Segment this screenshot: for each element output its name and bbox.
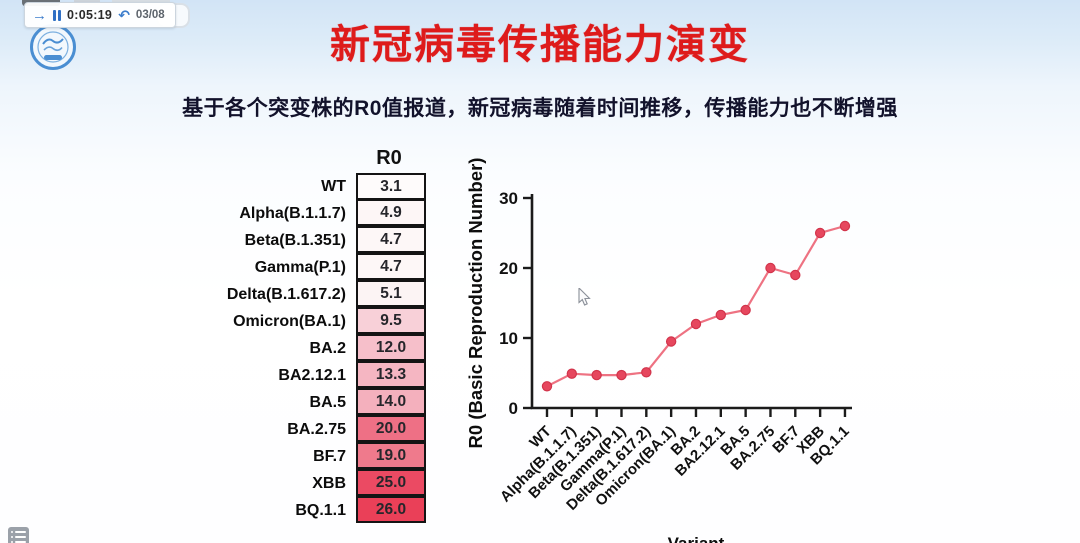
r0-value-cell: 19.0 (356, 442, 426, 469)
variant-label: Omicron(BA.1) (233, 312, 346, 330)
data-point-marker (566, 368, 578, 379)
data-point-marker (839, 220, 851, 232)
r0-value-cell: 14.0 (356, 388, 426, 415)
seek-forward-icon[interactable]: → (32, 6, 47, 24)
variant-label: BA.5 (309, 393, 346, 411)
organization-seal-logo (30, 24, 76, 70)
r0-table-row: Gamma(P.1) 4.7 (150, 253, 426, 282)
data-point-marker (591, 369, 602, 381)
r0-table-row: BQ.1.1 26.0 (150, 496, 426, 525)
undo-back-icon[interactable]: ↶ (118, 7, 130, 23)
r0-series-line (546, 224, 846, 388)
slide-title: 新冠病毒传播能力演变 (330, 23, 750, 67)
r0-line-chart: 0 10 20 30 WT Alpha(B.1.1.7) Beta(B.1.351) Gamm… (460, 150, 880, 543)
data-point-marker (790, 269, 801, 281)
data-point-marker (641, 367, 652, 378)
r0-table: R0 WT 3.1 Alpha(B.1.1.7) 4.9 Beta(B.1.351) 4.… (150, 146, 426, 525)
r0-table-row: Alpha(B.1.1.7) 4.9 (150, 199, 426, 228)
r0-value-cell: 26.0 (356, 496, 426, 523)
r0-table-header: R0 (376, 147, 402, 169)
r0-value-cell: 4.7 (356, 226, 426, 253)
variant-label: Alpha(B.1.1.7) (239, 204, 346, 222)
data-point-marker (616, 369, 627, 381)
r0-value-cell: 4.7 (356, 253, 426, 280)
playback-time: 0:05:19 (67, 8, 113, 22)
variant-label: Beta(B.1.351) (244, 231, 346, 249)
y-tick-label: 30 (499, 189, 518, 208)
y-tick-label: 10 (499, 329, 518, 348)
r0-table-row: BA2.12.1 13.3 (150, 361, 426, 390)
variant-label: BA.2 (309, 339, 346, 357)
video-player-controls: → 0:05:19 ↶ 03/08 (24, 2, 176, 28)
variant-label: BF.7 (313, 447, 346, 465)
data-point-marker (665, 336, 677, 347)
pause-icon[interactable] (53, 9, 61, 21)
r0-value-cell: 5.1 (356, 280, 426, 307)
r0-value-cell: 13.3 (356, 361, 426, 388)
variant-label: BQ.1.1 (295, 501, 346, 519)
data-point-marker (765, 262, 776, 274)
notes-list-icon[interactable] (8, 527, 29, 543)
variant-label: WT (321, 177, 346, 195)
r0-table-row: BA.2.75 20.0 (150, 415, 426, 444)
page-counter: 03/08 (135, 9, 165, 21)
variant-label: Delta(B.1.617.2) (226, 285, 346, 303)
variant-label: BA2.12.1 (278, 366, 346, 384)
data-point-marker (541, 381, 553, 392)
data-point-marker (690, 318, 702, 330)
data-point-marker (740, 304, 751, 316)
variant-label: Gamma(P.1) (254, 258, 346, 276)
r0-value-cell: 3.1 (356, 173, 426, 200)
r0-value-cell: 25.0 (356, 469, 426, 496)
data-point-marker (814, 227, 826, 239)
r0-value-cell: 12.0 (356, 334, 426, 361)
r0-table-row: BA.5 14.0 (150, 388, 426, 417)
r0-value-cell: 20.0 (356, 415, 426, 442)
r0-table-row: BA.2 12.0 (150, 334, 426, 363)
variant-label: BA.2.75 (287, 420, 346, 438)
r0-table-row: Delta(B.1.617.2) 5.1 (150, 280, 426, 309)
r0-table-row: XBB 25.0 (150, 469, 426, 498)
y-tick-label: 20 (499, 259, 518, 278)
y-axis-title: R0 (Basic Reproduction Number) (465, 158, 486, 449)
r0-table-row: BF.7 19.0 (150, 442, 426, 471)
r0-value-cell: 9.5 (356, 307, 426, 334)
y-tick-label: 0 (509, 399, 518, 418)
mouse-cursor (578, 286, 592, 306)
x-axis-title: Variant (668, 534, 725, 543)
r0-table-row: WT 3.1 (150, 172, 426, 201)
variant-label: XBB (312, 474, 346, 492)
r0-table-row: Omicron(BA.1) 9.5 (150, 307, 426, 336)
r0-value-cell: 4.9 (356, 199, 426, 226)
r0-table-row: Beta(B.1.351) 4.7 (150, 226, 426, 255)
data-point-marker (715, 309, 727, 321)
slide-subtitle: 基于各个突变株的R0值报道，新冠病毒随着时间推移，传播能力也不断增强 (182, 97, 898, 120)
